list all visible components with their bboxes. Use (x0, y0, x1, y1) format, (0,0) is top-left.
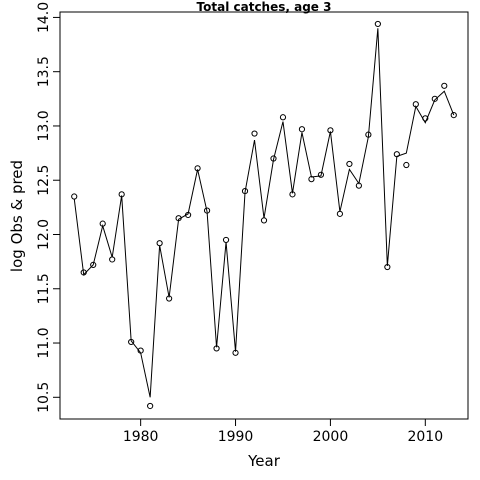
x-tick-label-2010: 2010 (407, 429, 443, 445)
observed-point-1990 (232, 349, 239, 356)
x-tick-label-2000: 2000 (313, 429, 349, 445)
observed-point-1980 (137, 347, 144, 354)
observed-point-1996 (289, 191, 296, 198)
predicted-series (73, 28, 455, 398)
y-tick-label-0: 10.5 (36, 382, 52, 413)
observed-point-1985 (184, 211, 192, 219)
observed-point-2011 (431, 95, 438, 102)
observed-point-1981 (147, 402, 154, 410)
observed-point-1999 (317, 171, 325, 178)
x-axis-title: Year (247, 452, 281, 470)
x-tick-label-1980: 1980 (123, 429, 159, 445)
observed-point-2008 (403, 161, 410, 169)
observed-point-1992 (251, 130, 258, 137)
observed-point-1983 (166, 295, 173, 302)
observed-point-2005 (374, 20, 381, 28)
observed-point-2007 (393, 151, 400, 158)
chart-title: Total catches, age 3 (197, 0, 332, 14)
observed-point-1987 (203, 207, 211, 214)
x-tick-label-1990: 1990 (218, 429, 254, 445)
y-tick-label-6: 13.5 (36, 56, 52, 87)
observed-point-2013 (450, 112, 457, 119)
y-axis-title: log Obs & pred (8, 160, 26, 272)
observed-point-1984 (175, 215, 182, 222)
observed-series (71, 20, 457, 410)
predicted-line (73, 28, 455, 398)
observed-point-1982 (156, 240, 163, 247)
y-tick-label-7: 14.0 (36, 2, 52, 33)
observed-point-2009 (412, 101, 419, 108)
observed-point-1991 (241, 187, 249, 195)
observed-point-1975 (90, 261, 97, 268)
observed-point-1988 (213, 345, 220, 352)
observed-point-2004 (365, 131, 372, 138)
observed-point-1993 (260, 217, 268, 224)
observed-point-1995 (279, 114, 287, 121)
observed-point-1998 (308, 176, 315, 183)
axis-ticks: 1980 1990 2000 2010 10.5 11.0 11.5 12.0 12.5 13.0… (36, 2, 443, 445)
observed-point-1976 (99, 220, 106, 227)
y-tick-label-2: 11.5 (36, 273, 52, 304)
observed-point-1979 (128, 338, 135, 346)
plot-frame (59, 11, 469, 420)
observed-point-2006 (384, 263, 391, 271)
y-tick-label-4: 12.5 (36, 165, 52, 196)
observed-point-2012 (441, 82, 448, 89)
observed-point-1973 (71, 193, 78, 200)
observed-point-1974 (80, 269, 87, 276)
observed-point-1986 (194, 165, 201, 172)
observed-point-2010 (422, 115, 429, 122)
y-tick-label-1: 11.0 (36, 327, 52, 358)
observed-point-1977 (109, 256, 116, 263)
y-tick-label-3: 12.0 (36, 219, 52, 250)
observed-point-1994 (270, 155, 277, 162)
y-tick-label-5: 13.0 (36, 110, 52, 141)
observed-point-1989 (222, 236, 230, 244)
observed-point-2001 (336, 210, 344, 217)
observed-point-1978 (118, 191, 125, 198)
observed-point-2003 (355, 182, 362, 189)
observed-point-2000 (327, 127, 334, 134)
observed-point-2002 (346, 160, 353, 168)
observed-point-1997 (298, 126, 306, 133)
